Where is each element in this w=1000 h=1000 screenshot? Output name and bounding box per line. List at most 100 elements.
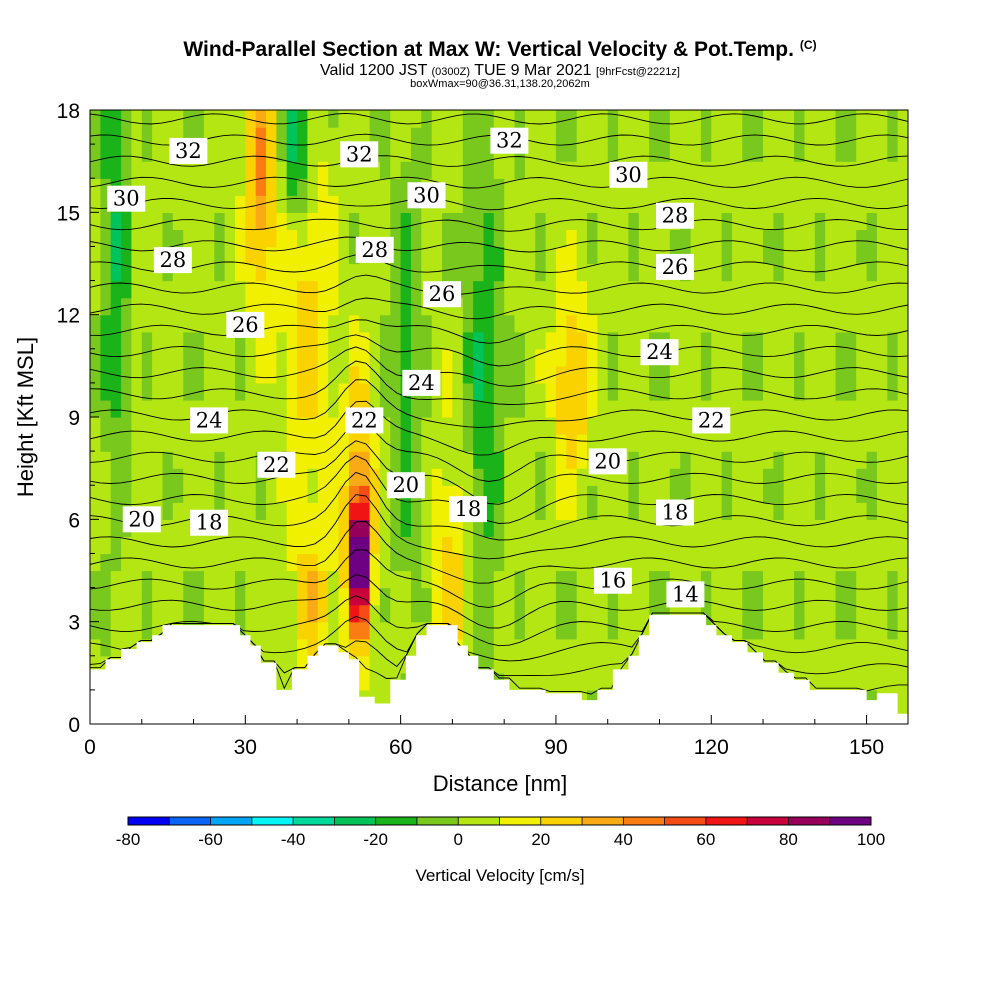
w-cell: [866, 536, 878, 555]
w-cell: [814, 280, 826, 299]
w-cell: [607, 195, 619, 213]
w-cell: [876, 365, 888, 384]
w-cell: [452, 570, 464, 589]
w-cell: [690, 229, 702, 248]
w-cell: [835, 331, 847, 350]
w-cell: [172, 434, 184, 452]
w-cell: [804, 399, 816, 418]
w-cell: [411, 212, 422, 230]
w-cell: [897, 434, 908, 452]
w-cell: [628, 263, 640, 282]
w-cell: [825, 246, 837, 265]
w-cell: [897, 144, 908, 162]
w-cell: [193, 246, 205, 265]
w-cell: [359, 502, 371, 520]
w-cell: [804, 110, 816, 128]
theta-label-text: 18: [196, 511, 223, 535]
w-cell: [669, 519, 681, 537]
w-cell: [659, 229, 671, 248]
w-cell: [183, 434, 195, 452]
w-cell: [866, 331, 878, 350]
w-cell: [845, 587, 857, 606]
w-cell: [131, 280, 143, 299]
w-cell: [587, 263, 598, 282]
w-cell: [162, 127, 174, 145]
w-cell: [504, 570, 516, 589]
w-cell: [524, 229, 536, 248]
w-cell: [690, 553, 702, 572]
w-cell: [680, 451, 692, 469]
w-cell: [121, 144, 133, 162]
w-cell: [545, 536, 557, 555]
w-cell: [638, 127, 650, 145]
w-cell: [545, 604, 557, 623]
w-cell: [255, 519, 267, 537]
w-cell: [576, 604, 588, 623]
w-cell: [110, 570, 122, 589]
w-cell: [493, 519, 505, 537]
w-cell: [473, 451, 485, 469]
w-cell: [814, 110, 826, 128]
w-cell: [845, 621, 857, 640]
w-cell: [804, 638, 816, 657]
w-cell: [535, 348, 547, 367]
w-cell: [763, 434, 774, 452]
w-cell: [297, 263, 309, 282]
w-cell: [576, 348, 588, 367]
w-cell: [825, 331, 837, 350]
w-cell: [193, 263, 205, 282]
w-cell: [203, 229, 215, 248]
w-cell: [814, 399, 826, 418]
w-cell: [887, 434, 899, 452]
w-cell: [483, 212, 495, 230]
w-cell: [845, 263, 857, 282]
w-cell: [732, 399, 743, 418]
w-cell: [297, 417, 309, 435]
w-cell: [141, 263, 153, 282]
theta-label-text: 20: [128, 507, 155, 531]
w-cell: [348, 195, 360, 213]
w-cell: [566, 229, 578, 248]
w-cell: [804, 485, 816, 503]
w-cell: [90, 570, 101, 589]
w-cell: [504, 399, 516, 418]
w-cell: [794, 314, 806, 333]
w-cell: [183, 417, 195, 435]
w-cell: [566, 212, 578, 230]
w-cell: [638, 195, 650, 213]
w-cell: [421, 587, 433, 606]
w-cell: [659, 485, 671, 503]
w-cell: [328, 263, 340, 282]
w-cell: [576, 468, 588, 486]
w-cell: [555, 570, 567, 589]
w-cell: [359, 280, 371, 299]
w-cell: [452, 621, 464, 640]
w-cell: [255, 638, 267, 657]
theta-label-text: 28: [361, 238, 388, 262]
theta-label-20: 20: [122, 506, 161, 533]
w-cell: [379, 399, 391, 418]
w-cell: [141, 161, 153, 179]
w-cell: [100, 587, 112, 606]
w-cell: [100, 314, 112, 333]
w-cell: [794, 519, 806, 537]
w-cell: [721, 604, 733, 623]
w-cell: [379, 263, 391, 282]
w-cell: [742, 399, 754, 418]
w-cell: [442, 195, 454, 213]
w-cell: [411, 144, 422, 162]
w-cell: [307, 382, 319, 401]
w-cell: [524, 485, 536, 503]
w-cell: [773, 365, 785, 384]
w-cell: [763, 587, 774, 606]
w-cell: [690, 348, 702, 367]
w-cell: [535, 570, 547, 589]
w-cell: [566, 382, 578, 401]
w-cell: [690, 519, 702, 537]
w-cell: [856, 672, 868, 691]
w-cell: [887, 399, 899, 418]
theta-contour-line: [90, 494, 908, 560]
w-cell: [524, 519, 536, 537]
w-cell: [669, 127, 681, 145]
w-cell: [597, 127, 609, 145]
